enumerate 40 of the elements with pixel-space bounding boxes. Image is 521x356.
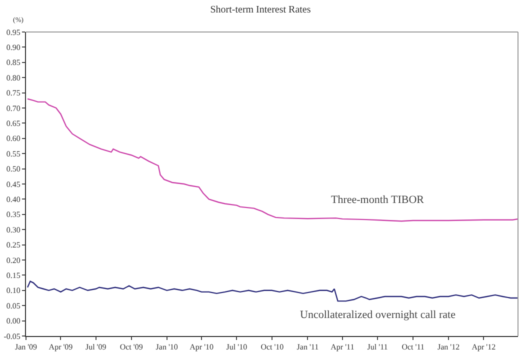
y-tick-label: 0.00 bbox=[6, 316, 20, 326]
y-tick-label: 0.55 bbox=[6, 149, 20, 158]
y-tick-label: 0.40 bbox=[6, 195, 20, 204]
x-tick-label: Jul '09 bbox=[85, 342, 106, 352]
x-tick-label: Jan '12 bbox=[437, 342, 460, 352]
y-tick-label: 0.25 bbox=[6, 240, 20, 250]
line-series bbox=[26, 98, 518, 222]
x-tick-label: Jul '10 bbox=[226, 342, 248, 352]
x-tick-label: Apr '10 bbox=[190, 342, 214, 352]
y-tick-label: 0.30 bbox=[6, 225, 20, 234]
x-tick-label: Apr '09 bbox=[48, 342, 73, 352]
x-tick-label: Jul '11 bbox=[367, 342, 388, 352]
y-tick-label: 0.95 bbox=[6, 28, 20, 37]
x-tick-label: Oct '10 bbox=[260, 342, 284, 352]
y-tick-label: 0.90 bbox=[6, 43, 20, 52]
y-tick-label: 0.50 bbox=[6, 164, 20, 174]
y-tick-label: -0.05 bbox=[4, 332, 20, 341]
y-tick-label: 0.20 bbox=[6, 256, 20, 265]
y-tick-label: 0.65 bbox=[6, 119, 20, 128]
y-tick-label: 0.45 bbox=[6, 180, 20, 189]
y-tick-label: 0.75 bbox=[6, 88, 20, 98]
x-tick-label: Oct '09 bbox=[120, 342, 143, 352]
y-tick-label: 0.15 bbox=[6, 271, 20, 280]
x-tick-label: Jan '11 bbox=[296, 342, 319, 352]
x-tick-label: Jan '09 bbox=[14, 342, 38, 352]
y-tick-label: 0.10 bbox=[6, 286, 20, 296]
y-tick-label: 0.80 bbox=[6, 73, 20, 82]
x-tick-label: Apr '12 bbox=[472, 342, 496, 352]
x-tick-label: Apr '11 bbox=[330, 342, 354, 352]
series-label: Uncollateralized overnight call rate bbox=[300, 309, 456, 321]
y-tick-label: 0.60 bbox=[6, 134, 20, 144]
line-series bbox=[26, 280, 518, 302]
y-tick-label: 0.85 bbox=[6, 58, 20, 68]
x-tick-label: Jan '10 bbox=[156, 342, 178, 352]
y-tick-label: 0.05 bbox=[6, 301, 20, 310]
x-tick-label: Oct '11 bbox=[402, 342, 424, 352]
y-tick-label: 0.35 bbox=[6, 210, 20, 220]
series-label: Three-month TIBOR bbox=[331, 194, 425, 206]
chart-title: Short-term Interest Rates bbox=[210, 4, 311, 16]
y-tick-label: 0.70 bbox=[6, 104, 20, 113]
